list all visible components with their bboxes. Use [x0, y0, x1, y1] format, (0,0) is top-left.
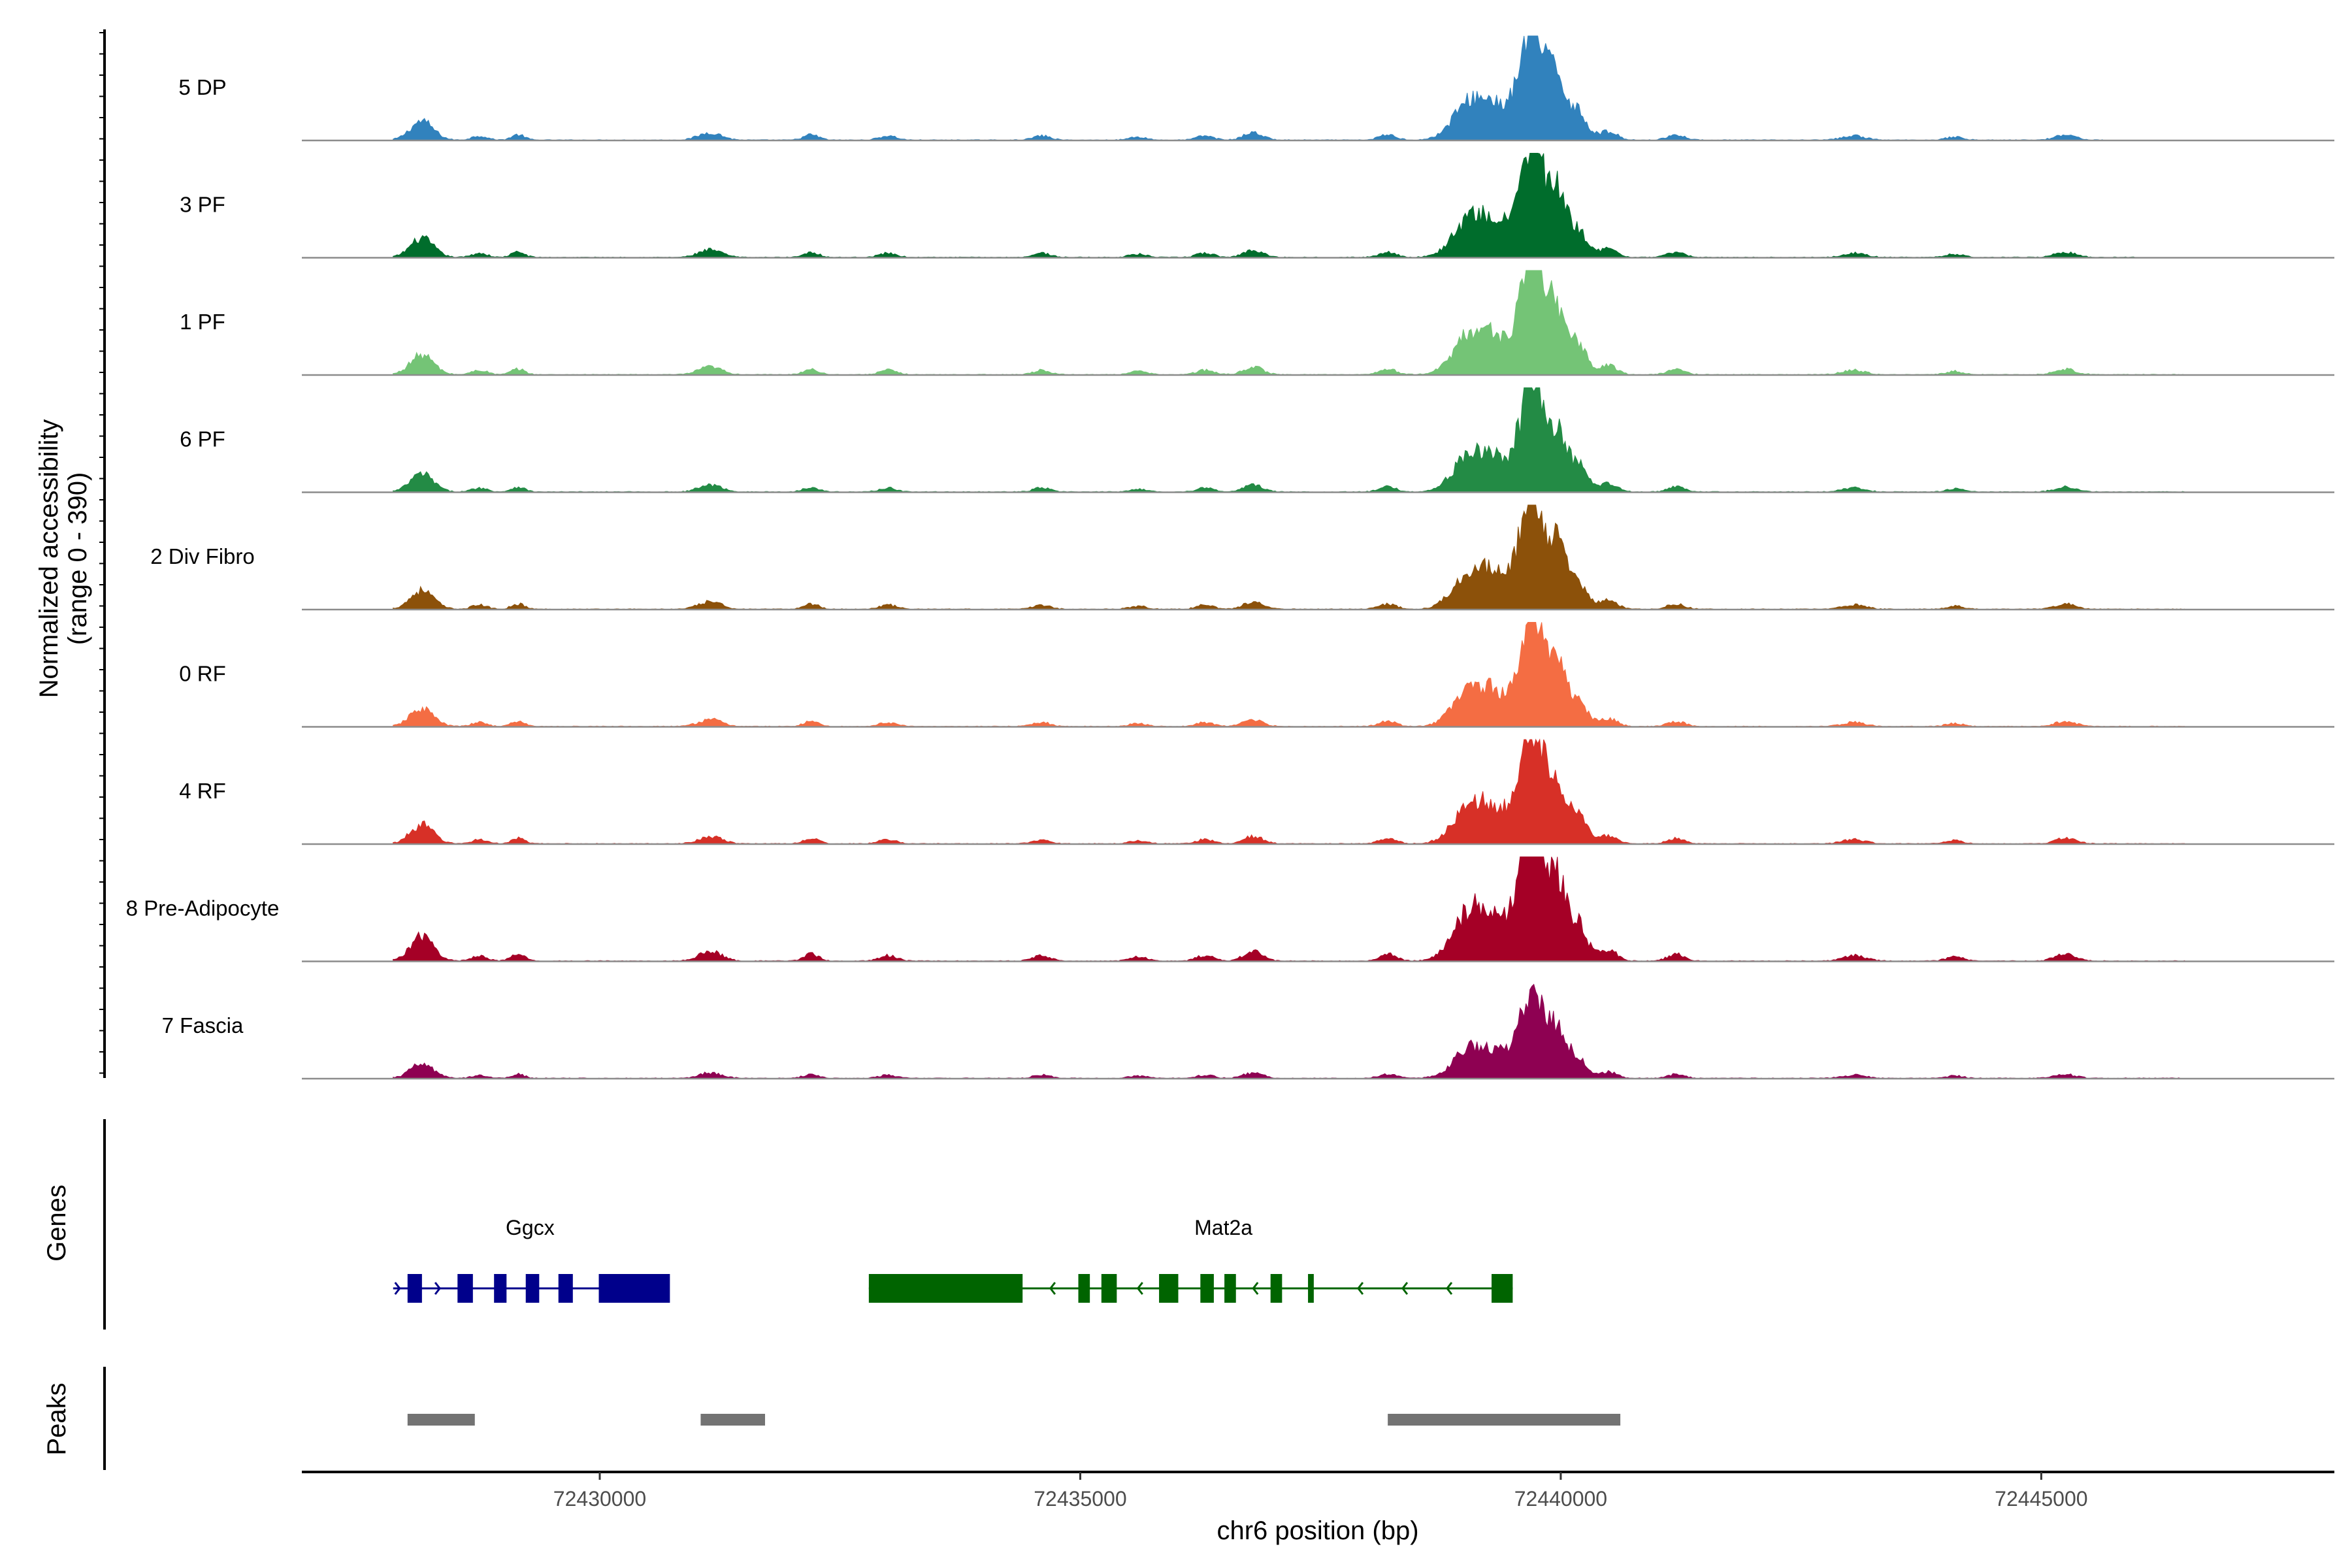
y-axis-title-line2: (range 0 - 390) — [63, 472, 92, 645]
x-tick-label: 72430000 — [553, 1487, 646, 1511]
peaks-track — [407, 1414, 1621, 1426]
gene-model: Mat2a — [868, 1216, 1513, 1303]
strand-arrow — [1357, 1282, 1364, 1295]
genes-track: Ggcx Mat2a — [393, 1216, 1513, 1303]
gene-exon — [1159, 1274, 1179, 1303]
coverage-track: 6 PF — [180, 387, 2334, 493]
gene-label: Mat2a — [1194, 1216, 1252, 1239]
coverage-area — [393, 153, 2138, 259]
track-label: 7 Fascia — [162, 1013, 244, 1037]
gene-exon — [1270, 1274, 1282, 1303]
peaks-panel-label: Peaks — [42, 1382, 71, 1455]
gene-exon — [868, 1274, 1023, 1303]
gene-label: Ggcx — [506, 1216, 555, 1239]
track-label: 3 PF — [180, 193, 225, 217]
track-label: 1 PF — [180, 310, 225, 334]
coverage-track: 1 PF — [180, 270, 2334, 376]
coverage-track: 5 DP — [178, 35, 2334, 142]
coverage-tracks: 5 DP 3 PF 1 PF 6 PF 2 Div Fibro 0 RF 4 RF 8 Pre… — [126, 35, 2334, 1080]
strand-arrow — [1401, 1282, 1409, 1295]
strand-arrow — [1049, 1282, 1056, 1295]
track-label: 0 RF — [179, 662, 226, 686]
strand-arrow — [1252, 1282, 1259, 1295]
track-label: 2 Div Fibro — [150, 544, 255, 568]
coverage-track: 2 Div Fibro — [150, 504, 2334, 611]
strand-arrow — [434, 1282, 441, 1295]
gene-exon — [1078, 1274, 1090, 1303]
strand-arrow — [394, 1282, 401, 1295]
gene-exon — [457, 1274, 473, 1303]
x-axis-title: chr6 position (bp) — [1217, 1516, 1418, 1545]
x-axis-ticks: 72430000 72435000 72440000 72445000 — [553, 1472, 2088, 1511]
x-tick-label: 72440000 — [1514, 1487, 1607, 1511]
strand-arrow — [1446, 1282, 1453, 1295]
x-tick-label: 72445000 — [1995, 1487, 2087, 1511]
coverage-track: 4 RF — [179, 738, 2334, 845]
gene-model: Ggcx — [393, 1216, 670, 1303]
gene-exon — [1200, 1274, 1214, 1303]
gene-exon — [1224, 1274, 1236, 1303]
x-tick-label: 72435000 — [1034, 1487, 1126, 1511]
gene-exon — [494, 1274, 507, 1303]
coverage-y-axis-ticks — [99, 32, 105, 1074]
gene-exon — [525, 1274, 540, 1303]
gene-exon — [558, 1274, 573, 1303]
gene-exon — [598, 1274, 670, 1303]
track-label: 6 PF — [180, 427, 225, 451]
strand-arrow — [1136, 1282, 1143, 1295]
coverage-track: 3 PF — [180, 153, 2334, 259]
peak-bar — [407, 1414, 475, 1426]
coverage-track: 8 Pre-Adipocyte — [126, 857, 2334, 962]
peak-bar — [700, 1414, 765, 1426]
gene-exon — [1101, 1274, 1117, 1303]
coverage-track: 7 Fascia — [162, 983, 2334, 1080]
coverage-track: 0 RF — [179, 622, 2334, 728]
track-label: 4 RF — [179, 779, 226, 803]
peak-bar — [1388, 1414, 1621, 1426]
gene-exon — [407, 1274, 422, 1303]
gene-exon — [1492, 1274, 1513, 1303]
track-label: 5 DP — [178, 75, 226, 99]
y-axis-title-line1: Normalized accessibility — [35, 419, 63, 698]
gene-exon — [1308, 1274, 1314, 1303]
genes-panel-label: Genes — [42, 1184, 71, 1262]
track-label: 8 Pre-Adipocyte — [126, 896, 280, 921]
